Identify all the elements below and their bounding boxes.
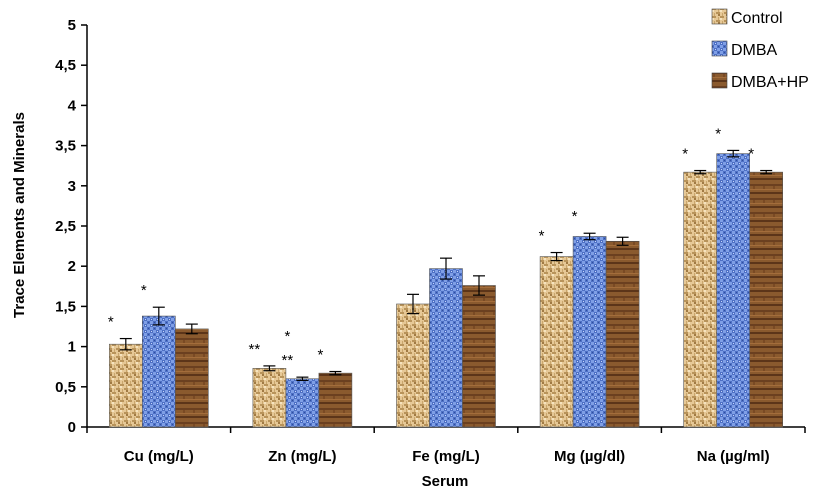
- bar-dmba-hp-3: [605, 240, 640, 428]
- bar-dmba-hp-0: [175, 328, 209, 428]
- y-tick-label: 2: [68, 258, 76, 275]
- significance-marker: *: [539, 228, 545, 245]
- x-tick-label: Na (µg/ml): [697, 448, 770, 465]
- significance-marker: *: [284, 328, 290, 345]
- axes-layer: 0 0,5 1 1,5 2 2,5 3 3,5 4 4,5 5 Cu (mg/L) Zn (mg/L) F…: [55, 17, 806, 465]
- bar-dmba-hp-4: [749, 171, 784, 428]
- bar-control-3: [539, 256, 574, 428]
- bar-control-4: [683, 171, 718, 428]
- bar-dmba-3: [572, 236, 607, 428]
- significance-marker: *: [682, 146, 688, 163]
- x-tick-label: Fe (mg/L): [412, 448, 480, 465]
- x-tick-label: Cu (mg/L): [124, 448, 194, 465]
- y-axis-title: Trace Elements and Minerals: [11, 112, 28, 318]
- y-tick-label: 1,5: [55, 298, 76, 315]
- significance-layer: *************: [108, 125, 754, 369]
- significance-marker: *: [715, 125, 721, 142]
- y-tick-label: 2,5: [55, 218, 76, 235]
- legend: Control DMBA DMBA+HP: [711, 8, 809, 91]
- legend-swatch: [711, 8, 728, 25]
- x-tick-label: Mg (µg/dl): [554, 448, 625, 465]
- legend-label: DMBA: [731, 42, 778, 59]
- bar-dmba-hp-2: [462, 285, 496, 428]
- x-axis-title: Serum: [422, 473, 469, 490]
- significance-marker: *: [572, 208, 578, 225]
- y-tick-label: 4,5: [55, 57, 76, 74]
- bar-control-1: [252, 368, 287, 428]
- x-tick-label: Zn (mg/L): [268, 448, 336, 465]
- bar-dmba-4: [716, 153, 751, 428]
- y-tick-label: 5: [68, 17, 76, 34]
- significance-marker: *: [141, 282, 147, 299]
- bar-control-2: [396, 303, 430, 428]
- bar-dmba-2: [429, 268, 463, 428]
- y-tick-label: 1: [68, 339, 76, 356]
- bars-layer: [109, 153, 784, 428]
- bar-dmba-1: [285, 378, 320, 428]
- bar-dmba-hp-1: [318, 372, 353, 428]
- y-tick-label: 3,5: [55, 138, 76, 155]
- legend-label: DMBA+HP: [731, 74, 809, 91]
- bar-dmba-0: [142, 315, 176, 428]
- y-tick-label: 4: [68, 97, 77, 114]
- y-tick-label: 0,5: [55, 379, 76, 396]
- error-bars-layer: [119, 149, 773, 381]
- legend-swatch: [711, 40, 728, 57]
- significance-marker: *: [108, 314, 114, 331]
- y-tick-label: 3: [68, 178, 76, 195]
- significance-marker: **: [249, 341, 261, 358]
- significance-marker: **: [282, 352, 294, 369]
- bar-control-0: [109, 343, 143, 428]
- legend-label: Control: [731, 10, 783, 27]
- y-tick-label: 0: [68, 419, 76, 436]
- significance-marker: *: [317, 347, 323, 364]
- legend-swatch: [711, 72, 728, 89]
- significance-marker: *: [748, 146, 754, 163]
